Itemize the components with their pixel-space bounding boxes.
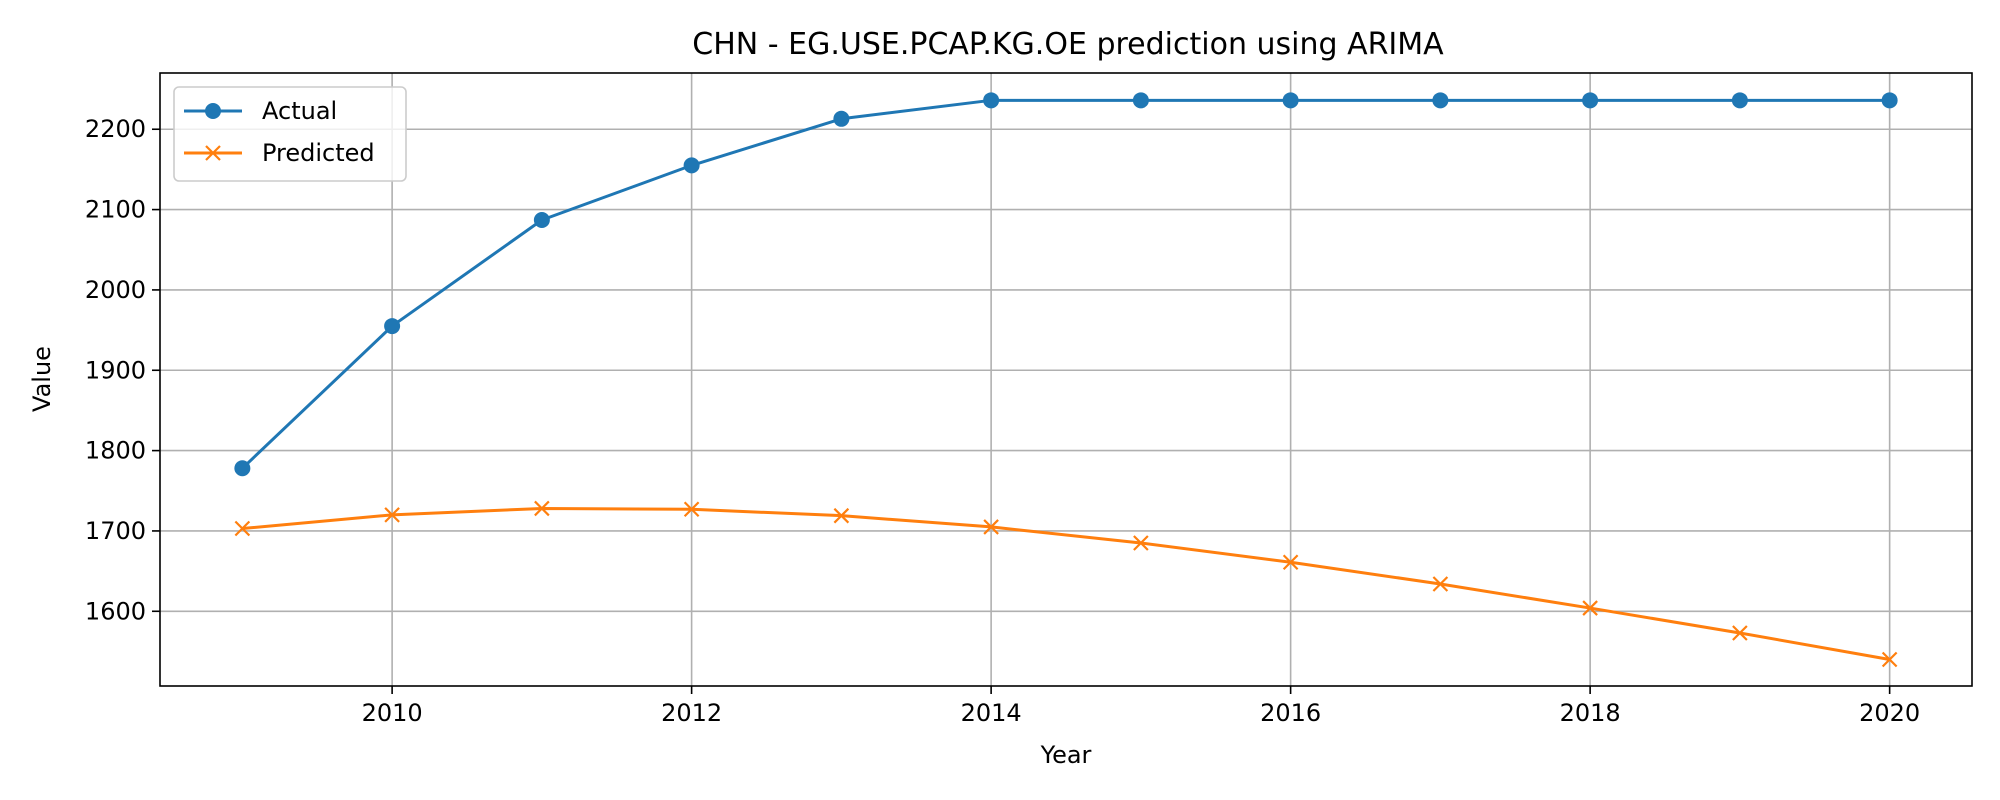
- predicted-point: [1881, 651, 1898, 668]
- y-tick-label: 1800: [85, 437, 146, 465]
- predicted-point: [1133, 535, 1149, 551]
- predicted-point: [833, 507, 850, 524]
- actual-point: [1132, 92, 1149, 109]
- legend-entry-actual: Actual: [184, 97, 337, 125]
- x-tick-label: 2010: [362, 699, 423, 727]
- x-axis-label: Year: [1040, 741, 1092, 769]
- actual-point: [234, 460, 251, 477]
- predicted-point: [1732, 625, 1748, 641]
- x-tick-label: 2016: [1260, 699, 1321, 727]
- actual-point: [1282, 92, 1299, 109]
- predicted-point: [683, 501, 700, 518]
- actual-point: [833, 110, 850, 127]
- predicted-point: [1582, 600, 1598, 616]
- actual-point: [384, 318, 401, 335]
- y-tick-label: 1900: [85, 356, 146, 384]
- grid: [160, 73, 1972, 686]
- x-tick-label: 2012: [661, 699, 722, 727]
- predicted-point: [384, 507, 400, 523]
- legend-label-actual: Actual: [262, 97, 337, 125]
- actual-point: [533, 212, 550, 229]
- predicted-point: [534, 500, 550, 517]
- actual-point: [1582, 92, 1599, 109]
- actual-point: [1731, 92, 1748, 109]
- predicted-line: [242, 506, 1890, 661]
- y-tick-label: 2200: [85, 115, 146, 143]
- actual-point: [1432, 92, 1449, 109]
- actual-line: [241, 98, 1890, 470]
- predicted-point: [234, 520, 251, 537]
- predicted-point: [1432, 576, 1449, 592]
- y-tick-label: 1700: [85, 517, 146, 545]
- predicted-series: [234, 500, 1898, 668]
- x-tick-label: 2014: [961, 699, 1022, 727]
- y-axis-label: Value: [28, 346, 56, 412]
- actual-point: [683, 157, 700, 174]
- chart-title: CHN - EG.USE.PCAP.KG.OE prediction using…: [692, 27, 1444, 62]
- legend-label-predicted: Predicted: [262, 139, 375, 167]
- actual-series: [234, 92, 1898, 477]
- predicted-point: [983, 519, 999, 535]
- actual-point: [983, 92, 1000, 109]
- y-tick-label: 2100: [85, 196, 146, 224]
- y-tick-label: 1600: [85, 597, 146, 625]
- x-tick-label: 2018: [1560, 699, 1621, 727]
- actual-point: [1881, 92, 1898, 109]
- plot-series: [234, 92, 1898, 668]
- y-tick-label: 2000: [85, 276, 146, 304]
- legend-marker-actual: [205, 103, 221, 119]
- ticks: 2010 2012 2014 2016 2018 2020 1600 1700 1800 1900…: [85, 115, 1920, 727]
- predicted-point: [1282, 554, 1299, 571]
- legend-entry-predicted: Predicted: [184, 139, 375, 167]
- legend-marker-predicted: [205, 145, 221, 161]
- x-tick-label: 2020: [1859, 699, 1920, 727]
- legend: Actual Predicted: [173, 86, 407, 182]
- axes-frame: [159, 72, 1973, 687]
